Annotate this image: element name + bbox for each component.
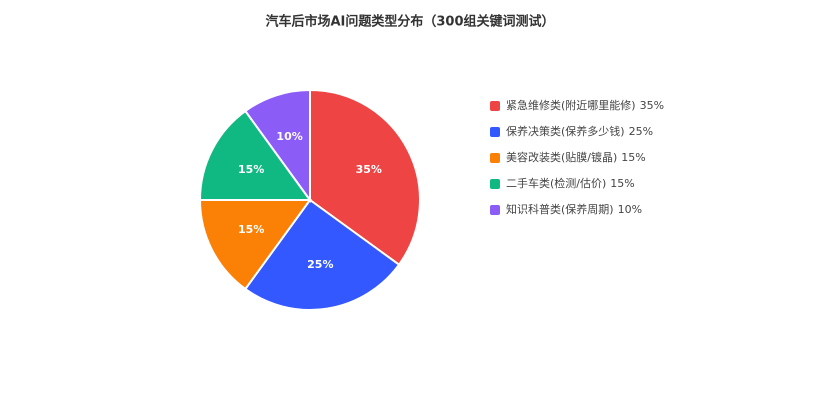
slice-label: 35%	[356, 163, 382, 176]
chart-title: 汽车后市场AI问题类型分布（300组关键词测试）	[265, 14, 554, 30]
legend-name: 知识科普类(保养周期)	[506, 202, 614, 216]
legend-label: 知识科普类(保养周期) 10%	[506, 202, 642, 216]
pie-slice	[243, 198, 401, 311]
legend-name: 美容改装类(贴膜/镀晶)	[506, 150, 617, 164]
slice-label: 25%	[307, 258, 333, 271]
legend-label: 紧急维修类(附近哪里能修) 35%	[506, 98, 664, 112]
legend-label: 美容改装类(贴膜/镀晶) 15%	[506, 150, 646, 164]
legend-swatch	[490, 205, 500, 215]
legend-swatch	[490, 127, 500, 137]
legend-swatch	[490, 153, 500, 163]
slice-label: 15%	[238, 163, 264, 176]
legend-label: 保养决策类(保养多少钱) 25%	[506, 124, 653, 138]
legend-value: 35%	[640, 99, 664, 112]
legend-label: 二手车类(检测/估价) 15%	[506, 176, 635, 190]
legend-name: 二手车类(检测/估价)	[506, 176, 606, 190]
legend-swatch	[490, 101, 500, 111]
legend-name: 保养决策类(保养多少钱)	[506, 124, 625, 138]
slice-label: 10%	[276, 130, 302, 143]
pie-slice	[309, 88, 421, 267]
legend-value: 15%	[621, 151, 645, 164]
legend-value: 10%	[618, 203, 642, 216]
slice-label: 15%	[238, 223, 264, 236]
legend-swatch	[490, 179, 500, 189]
legend-value: 15%	[610, 177, 634, 190]
legend-name: 紧急维修类(附近哪里能修)	[506, 98, 636, 112]
pie-slice	[198, 109, 312, 201]
legend-value: 25%	[629, 125, 653, 138]
pie-slice	[243, 88, 311, 204]
pie-slice	[198, 199, 312, 291]
